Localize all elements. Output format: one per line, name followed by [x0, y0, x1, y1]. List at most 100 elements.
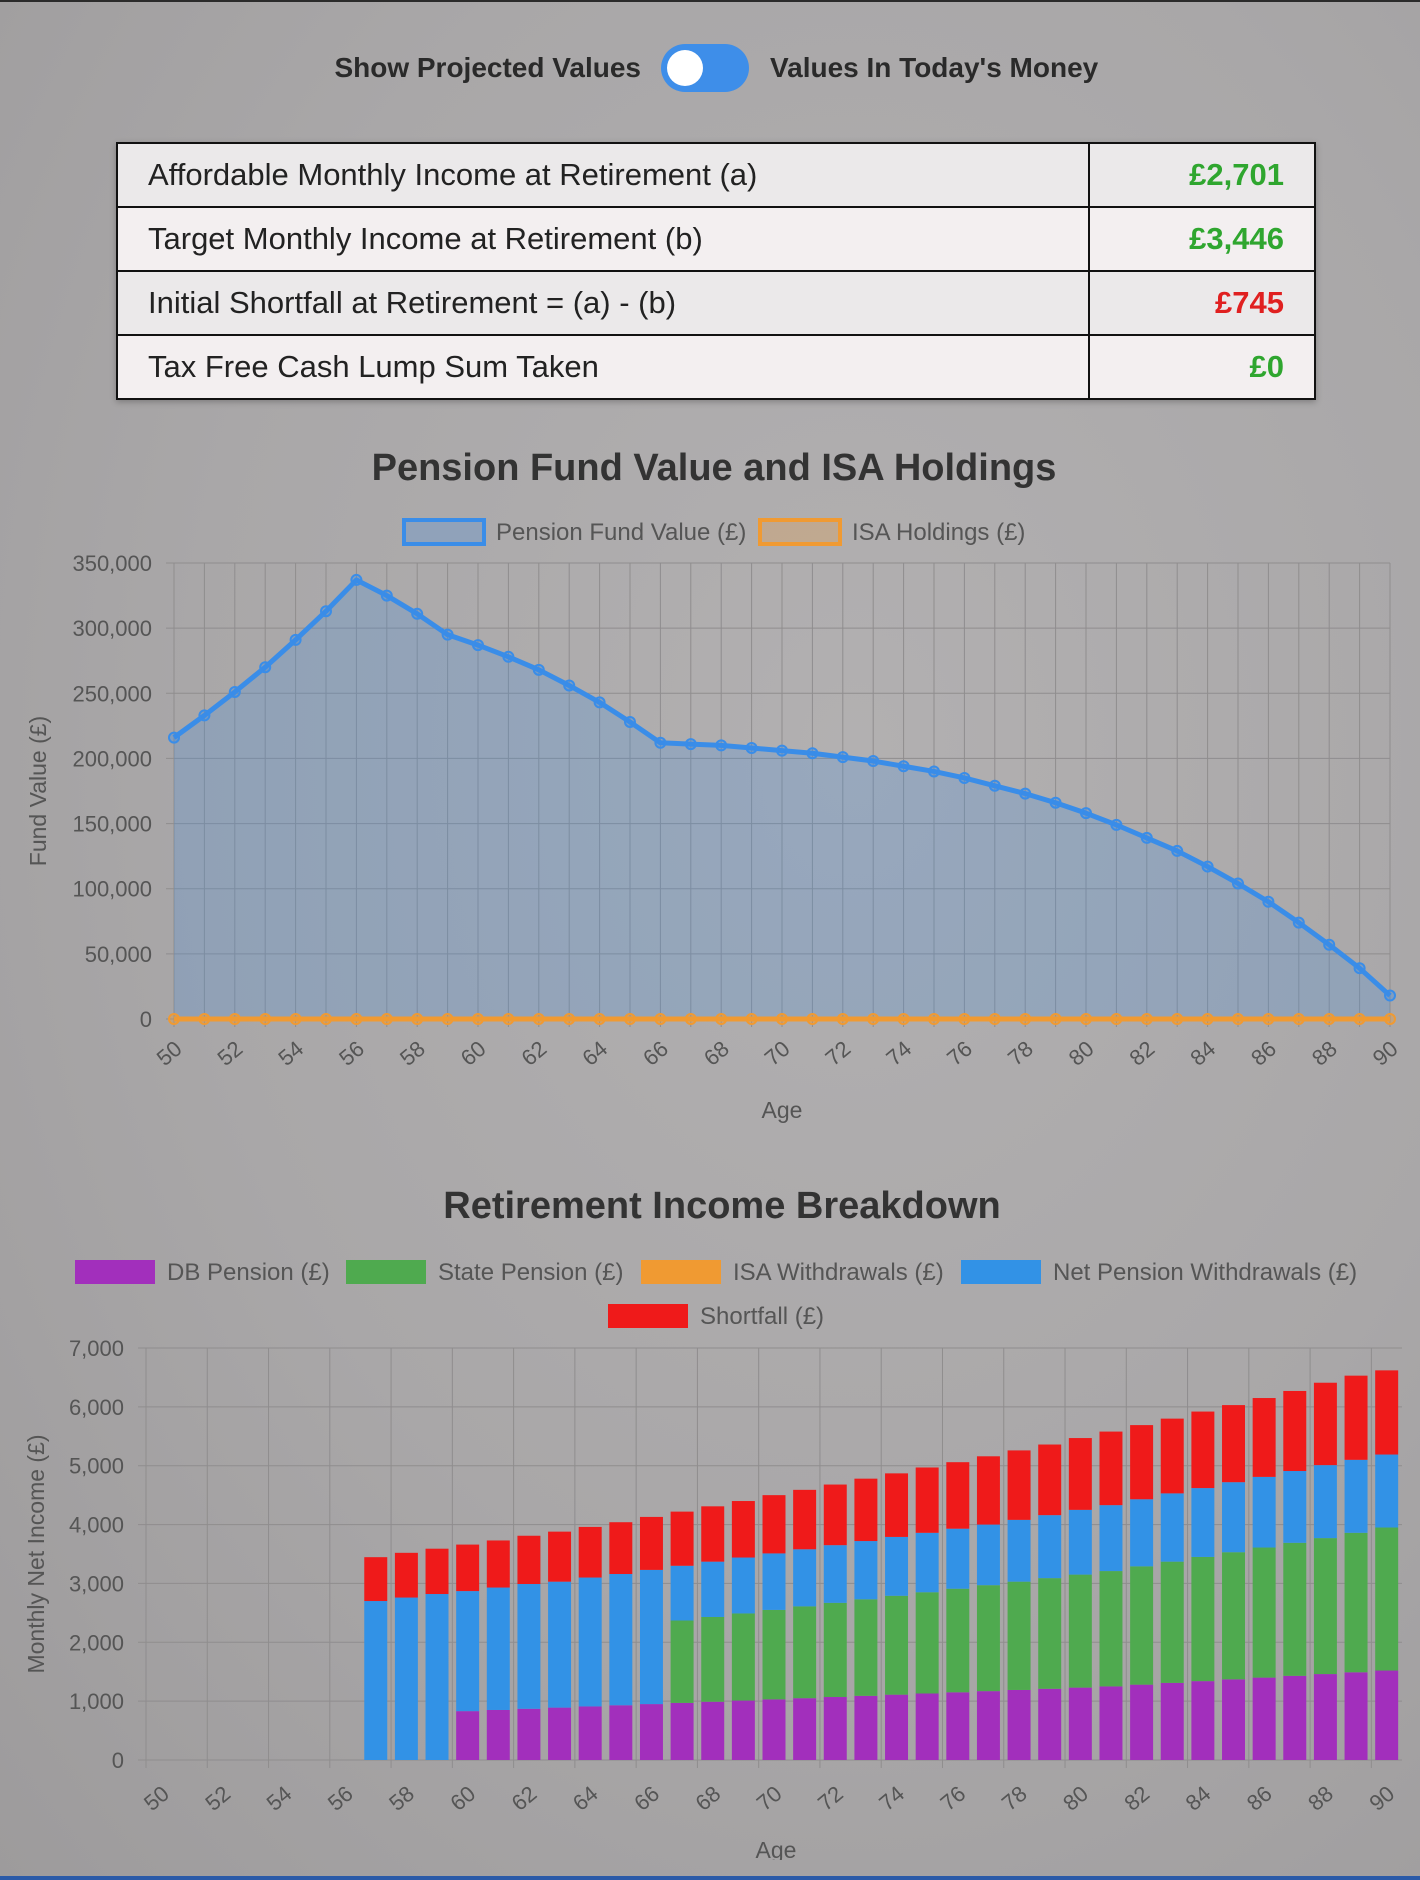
bar-segment	[885, 1694, 909, 1760]
x-tick-label: 72	[821, 1036, 856, 1071]
data-point	[1232, 877, 1244, 890]
data-point	[472, 639, 484, 652]
data-point	[654, 1013, 667, 1025]
x-tick-label: 84	[1185, 1036, 1220, 1071]
bar-segment	[1160, 1561, 1184, 1683]
data-point	[1140, 831, 1153, 844]
summary-row: Initial Shortfall at Retirement = (a) - …	[116, 270, 1316, 336]
data-point	[168, 1013, 180, 1025]
data-point	[380, 1013, 393, 1025]
switch-knob[interactable]	[667, 50, 703, 86]
x-tick-label: 90	[1368, 1036, 1403, 1071]
legend-swatch	[75, 1260, 155, 1284]
bar-segment	[517, 1708, 541, 1760]
y-tick-label: 0	[112, 1748, 124, 1773]
bar-segment	[976, 1524, 1000, 1586]
bar-segment	[762, 1609, 786, 1700]
bar-segment	[701, 1616, 725, 1702]
y-tick-label: 7,000	[69, 1336, 124, 1361]
x-tick-label: 64	[577, 1036, 612, 1071]
data-point	[776, 744, 788, 757]
x-tick-label: 56	[334, 1036, 369, 1071]
x-tick-label: 86	[1242, 1781, 1277, 1816]
bar-segment	[1344, 1375, 1368, 1460]
bar-segment	[1283, 1390, 1307, 1472]
bar-segment	[1222, 1482, 1245, 1553]
x-tick-label: 66	[629, 1781, 664, 1816]
bar-segment	[915, 1592, 939, 1694]
bar-segment	[1375, 1454, 1399, 1528]
data-point	[441, 628, 454, 641]
bar-segment	[1375, 1670, 1399, 1760]
bar-segment	[946, 1462, 970, 1529]
bar-segment	[364, 1557, 388, 1602]
bar-segment	[1068, 1687, 1092, 1760]
projected-values-switch[interactable]	[661, 44, 749, 92]
y-tick-label: 250,000	[72, 681, 152, 706]
x-tick-label: 72	[813, 1781, 848, 1816]
x-tick-label: 80	[1058, 1781, 1093, 1816]
bar-segment	[976, 1691, 1000, 1760]
bar-segment	[1099, 1505, 1123, 1572]
x-tick-label: 90	[1364, 1781, 1399, 1816]
x-tick-label: 84	[1181, 1781, 1216, 1816]
data-point	[259, 1013, 272, 1025]
y-tick-label: 200,000	[72, 746, 152, 771]
bar-segment	[578, 1706, 602, 1760]
x-tick-label: 78	[997, 1781, 1032, 1816]
y-tick-label: 50,000	[85, 942, 152, 967]
y-tick-label: 1,000	[69, 1689, 124, 1714]
bar-segment	[946, 1528, 970, 1589]
bar-segment	[425, 1594, 449, 1760]
data-point	[928, 765, 940, 778]
bar-segment	[486, 1540, 510, 1588]
bar-segment	[946, 1588, 970, 1693]
x-tick-label: 54	[262, 1781, 297, 1816]
bar-segment	[1313, 1465, 1337, 1539]
data-point	[1049, 1013, 1062, 1025]
x-tick-label: 74	[881, 1036, 916, 1071]
bar-segment	[1130, 1566, 1154, 1685]
bar-segment	[823, 1602, 847, 1698]
bar-segment	[1283, 1675, 1307, 1760]
data-point	[1140, 1013, 1153, 1025]
y-tick-label: 3,000	[69, 1571, 124, 1596]
data-point	[411, 1013, 424, 1025]
bar-segment	[456, 1544, 480, 1592]
x-tick-label: 60	[445, 1781, 480, 1816]
bar-segment	[1130, 1684, 1154, 1760]
chart-title: Retirement Income Breakdown	[443, 1185, 1000, 1227]
data-point	[1292, 916, 1305, 929]
bar-segment	[639, 1569, 663, 1705]
bar-segment	[1252, 1476, 1276, 1548]
x-tick-label: 50	[152, 1036, 187, 1071]
bar-segment	[823, 1545, 847, 1603]
bar-segment	[731, 1501, 755, 1558]
x-tick-label: 52	[213, 1036, 248, 1071]
bar-segment	[793, 1549, 817, 1607]
summary-row: Tax Free Cash Lump Sum Taken £0	[116, 334, 1316, 400]
x-tick-label: 70	[760, 1036, 795, 1071]
x-tick-label: 50	[139, 1781, 174, 1816]
bar-segment	[394, 1552, 418, 1598]
bar-segment	[1160, 1418, 1184, 1494]
bar-segment	[946, 1692, 970, 1760]
bar-segment	[364, 1601, 388, 1760]
legend-label: State Pension (£)	[438, 1259, 623, 1286]
bar-segment	[731, 1557, 755, 1614]
data-point	[502, 1013, 515, 1025]
data-point	[1171, 844, 1184, 857]
x-tick-label: 60	[456, 1036, 491, 1071]
bar-segment	[578, 1577, 602, 1707]
data-point	[684, 1013, 697, 1025]
bar-segment	[1191, 1681, 1215, 1760]
summary-label: Affordable Monthly Income at Retirement …	[116, 142, 1090, 208]
top-border	[0, 0, 1420, 2]
bar-segment	[486, 1709, 510, 1760]
bar-segment	[731, 1613, 755, 1701]
data-point	[1353, 1013, 1366, 1025]
bar-segment	[1283, 1542, 1307, 1676]
bar-segment	[1160, 1682, 1184, 1760]
bar-segment	[915, 1532, 939, 1593]
x-tick-label: 82	[1119, 1781, 1154, 1816]
